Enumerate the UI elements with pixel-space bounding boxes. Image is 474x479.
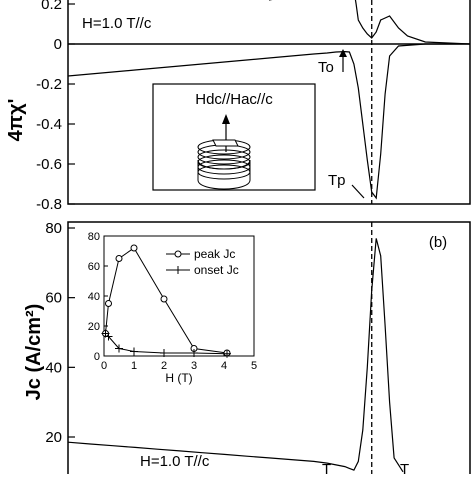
annotation-tp-text: Tp xyxy=(328,172,346,189)
inset-y-tick-label: 40 xyxy=(88,291,100,303)
legend-marker-peak xyxy=(174,250,182,258)
inset-chart: 0 20 40 60 80 0 1 2 3 4 5 H (T) peak Jc onset Jc xyxy=(88,231,258,385)
inset-y-tick-label: 80 xyxy=(88,231,100,243)
inset-x-tick-label: 1 xyxy=(131,360,137,372)
inset-x-tick-label: 4 xyxy=(221,360,227,372)
inset-point-peak-jc xyxy=(115,255,123,262)
panel-b-y-ticks: 20 40 60 80 xyxy=(45,220,75,446)
inset-point-onset-jc xyxy=(115,344,123,353)
panel-a-field-label: H=1.0 T//c xyxy=(82,15,152,32)
inset-point-peak-jc xyxy=(160,295,168,303)
legend-label-onset: onset Jc xyxy=(194,263,239,277)
inset-y-ticks: 0 20 40 60 80 xyxy=(88,231,108,363)
panel-a-y-ticks: 0.2 0 -0.2 -0.4 -0.6 -0.8 xyxy=(36,0,75,213)
panel-b-annotation-right: T xyxy=(400,461,409,474)
panel-a-y-tick-label: 0.2 xyxy=(41,0,62,13)
inset-y-tick-label: 0 xyxy=(94,351,100,363)
coil-sample-icon xyxy=(197,139,251,190)
inset-x-tick-label: 5 xyxy=(251,360,257,372)
panel-b-y-tick-label: 20 xyxy=(45,429,62,446)
panel-b-y-tick-label: 60 xyxy=(45,290,62,307)
panel-a-frame xyxy=(67,0,471,205)
annotation-to: To xyxy=(318,49,347,76)
inset-markers-onset-jc xyxy=(101,329,231,358)
panel-b-series-jc xyxy=(67,238,404,473)
legend-label-peak: peak Jc xyxy=(194,247,235,261)
annotation-tp: Tp xyxy=(328,172,365,199)
inset-sketch-frame xyxy=(152,83,316,191)
panel-b-field-label: H=1.0 T//c xyxy=(140,453,210,470)
panel-b-y-tick-label: 40 xyxy=(45,359,62,376)
panel-a-y-tick-label: 0 xyxy=(54,36,62,53)
inset-point-onset-jc xyxy=(190,349,198,357)
annotation-to-arrowhead xyxy=(339,49,347,57)
panel-a-series-upper xyxy=(269,0,471,45)
inset-point-onset-jc xyxy=(223,349,231,358)
annotation-tp-arrow xyxy=(351,184,365,199)
field-arrowhead-icon xyxy=(222,114,230,124)
panel-a-y-tick-label: -0.6 xyxy=(36,156,62,173)
inset-field-label: Hdc//Hac//c xyxy=(195,91,273,108)
inset-point-peak-jc xyxy=(130,244,138,252)
inset-point-onset-jc xyxy=(130,347,138,356)
inset-x-tick-label: 2 xyxy=(161,360,167,372)
inset-legend: peak Jc onset Jc xyxy=(166,247,239,277)
inset-x-tick-label: 3 xyxy=(191,360,197,372)
panel-a-y-tick-label: -0.8 xyxy=(36,196,62,213)
panel-b-frame xyxy=(67,221,471,479)
inset-point-peak-jc xyxy=(105,300,112,307)
inset-x-label: H (T) xyxy=(165,371,192,385)
panel-a-y-label: 4πχ' xyxy=(5,99,27,142)
panel-a-y-tick-label: -0.2 xyxy=(36,76,62,93)
panel-b-label: (b) xyxy=(429,234,447,251)
panel-b-y-tick-label: 80 xyxy=(45,220,62,237)
inset-y-tick-label: 60 xyxy=(88,261,100,273)
panel-a-series-real xyxy=(67,43,470,200)
annotation-to-text: To xyxy=(318,59,334,76)
panel-b-y-label: Jc (A/cm²) xyxy=(23,304,45,401)
inset-x-tick-label: 0 xyxy=(101,360,107,372)
legend-marker-onset xyxy=(174,266,182,274)
panel-b-annotation-left: T xyxy=(322,461,331,474)
inset-y-tick-label: 20 xyxy=(88,321,100,333)
panel-a-y-tick-label: -0.4 xyxy=(36,116,62,133)
inset-point-onset-jc xyxy=(160,349,168,357)
inset-point-onset-jc xyxy=(104,332,113,341)
panel-a: 0.20-0.2-0.4-0.6-0.8 4πχ' H=1.0 T//c To … xyxy=(5,0,471,213)
inset-markers-peak-jc xyxy=(102,244,231,357)
inset-sample-sketch: Hdc//Hac//c xyxy=(152,83,316,191)
